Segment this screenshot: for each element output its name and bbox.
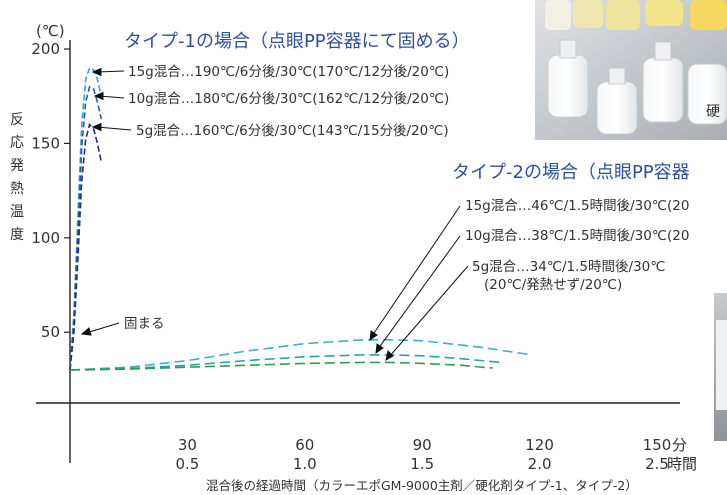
- x-tick-label-hours: 2.0: [528, 455, 552, 473]
- x-unit-minutes: 分: [672, 436, 687, 454]
- type1-series-group: [69, 66, 103, 371]
- photo-caption-text: 硬: [706, 104, 720, 120]
- y-label-char: 度: [10, 227, 24, 243]
- x-tick-label-hours: 1.0: [293, 455, 317, 473]
- type2-legend-5g: 5g混合…34℃/1.5時間後/30℃: [472, 259, 665, 275]
- type2-title: タイプ-2の場合（点眼PP容器: [452, 162, 690, 183]
- product-photo-side: [714, 293, 727, 441]
- y-label-char: 熱: [10, 181, 24, 197]
- arrow-15g-type2: [371, 205, 461, 337]
- arrow-solidify: [85, 322, 120, 334]
- type2-series-line-1: [69, 354, 501, 371]
- x-unit-hours: 時間: [667, 455, 697, 473]
- y-tick-label: 100: [31, 229, 60, 247]
- solidify-annotation: 固まる: [124, 316, 165, 332]
- type1-series-line-1: [69, 85, 103, 371]
- arrow-10g-type2: [377, 235, 461, 350]
- type2-legend-10g: 10g混合…38℃/1.5時間後/30℃(20: [465, 228, 689, 244]
- x-tick-label-hours: 1.5: [410, 455, 434, 473]
- type1-series-line-0: [69, 66, 103, 371]
- type2-series-line-0: [69, 338, 532, 371]
- x-tick-label-minutes: 30: [178, 436, 197, 454]
- x-tick-label-hours: 0.5: [175, 455, 199, 473]
- y-tick-label: 150: [31, 134, 60, 152]
- type1-legend-15g: 15g混合…190℃/6分後/30℃(170℃/12分後/20℃): [128, 64, 449, 80]
- y-unit-label: (℃): [36, 22, 65, 40]
- arrow-5g-type1: [96, 126, 132, 131]
- y-label-char: 応: [10, 135, 24, 151]
- x-tick-label-minutes: 120: [525, 436, 554, 454]
- type1-series-line-2: [69, 122, 103, 371]
- y-tick-label: 200: [31, 40, 60, 58]
- y-label-char: 反: [10, 112, 24, 128]
- type1-legend-10g: 10g混合…180℃/6分後/30℃(162℃/12分後/20℃): [128, 91, 449, 107]
- y-label-char: 発: [10, 158, 24, 174]
- x-tick-label-minutes: 90: [413, 436, 432, 454]
- x-tick-label-hours: 2.5: [645, 455, 669, 473]
- type1-title: タイプ-1の場合（点眼PP容器にて固める）: [124, 31, 470, 52]
- product-photo-top: 硬: [535, 0, 727, 140]
- arrow-5g-type2: [388, 265, 469, 358]
- y-tick-label: 50: [41, 323, 60, 341]
- type1-legend-5g: 5g混合…160℃/6分後/30℃(143℃/15分後/20℃): [136, 123, 449, 139]
- y-label-char: 温: [10, 204, 24, 220]
- y-axis-ticks: 200 150 100 50: [31, 40, 70, 341]
- type2-legend-5g-sub: (20℃/発熱せず/20℃): [484, 277, 622, 293]
- x-axis-label: 混合後の経過時間（カラーエポGM-9000主剤／硬化剤タイプ-1、タイプ-2）: [206, 478, 638, 493]
- type2-legend-15g: 15g混合…46℃/1.5時間後/30℃(20: [465, 198, 689, 214]
- x-tick-label-minutes: 150: [643, 436, 672, 454]
- type2-series-line-2: [69, 361, 493, 371]
- x-tick-label-minutes: 60: [295, 436, 314, 454]
- type2-series-group: [69, 338, 532, 371]
- annotation-arrows: [80, 67, 469, 361]
